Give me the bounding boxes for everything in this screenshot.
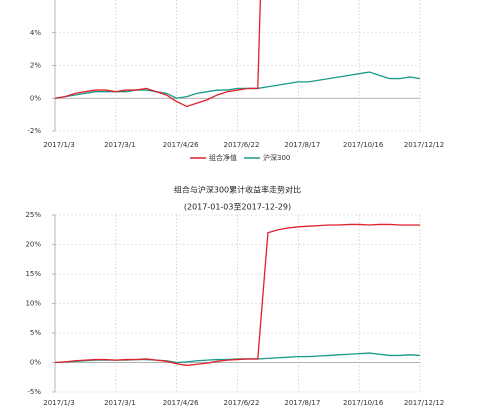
y-tick-label: 25% — [25, 211, 41, 219]
y-tick-label: 5% — [30, 329, 41, 337]
x-tick-label: 2017/12/12 — [404, 399, 444, 407]
y-tick-label: 4% — [30, 29, 41, 37]
chart-subtitle: (2017-01-03至2017-12-29) — [184, 203, 291, 212]
x-tick-label: 2017/8/17 — [284, 141, 320, 149]
x-tick-label: 2017/4/26 — [163, 141, 199, 149]
x-tick-label: 2017/6/22 — [224, 141, 260, 149]
legend-label: 组合净值 — [209, 153, 237, 162]
x-tick-label: 2017/10/16 — [343, 141, 384, 149]
y-tick-label: -2% — [27, 127, 41, 135]
series-line — [55, 352, 420, 364]
series-line — [55, 0, 261, 108]
chart-title: 组合与沪深300累计收益率走势对比 — [174, 185, 301, 195]
y-tick-label: 0% — [30, 359, 41, 367]
x-tick-label: 2017/3/1 — [104, 141, 135, 149]
x-tick-label: 2017/3/1 — [104, 399, 135, 407]
y-tick-label: 10% — [25, 300, 41, 308]
series-line — [55, 223, 420, 367]
x-tick-label: 2017/6/22 — [224, 399, 260, 407]
x-tick-label: 2017/1/3 — [43, 399, 74, 407]
y-tick-label: 2% — [30, 62, 41, 70]
legend-label: 沪深300 — [263, 153, 290, 162]
y-tick-label: 20% — [25, 241, 41, 249]
x-tick-label: 2017/10/16 — [343, 399, 384, 407]
y-tick-label: 15% — [25, 270, 41, 278]
y-tick-label: 0% — [30, 94, 41, 102]
y-tick-label: -5% — [27, 388, 41, 396]
x-tick-label: 2017/8/17 — [284, 399, 320, 407]
x-tick-label: 2017/1/3 — [43, 141, 74, 149]
x-tick-label: 2017/12/12 — [404, 141, 444, 149]
x-tick-label: 2017/4/26 — [163, 399, 199, 407]
